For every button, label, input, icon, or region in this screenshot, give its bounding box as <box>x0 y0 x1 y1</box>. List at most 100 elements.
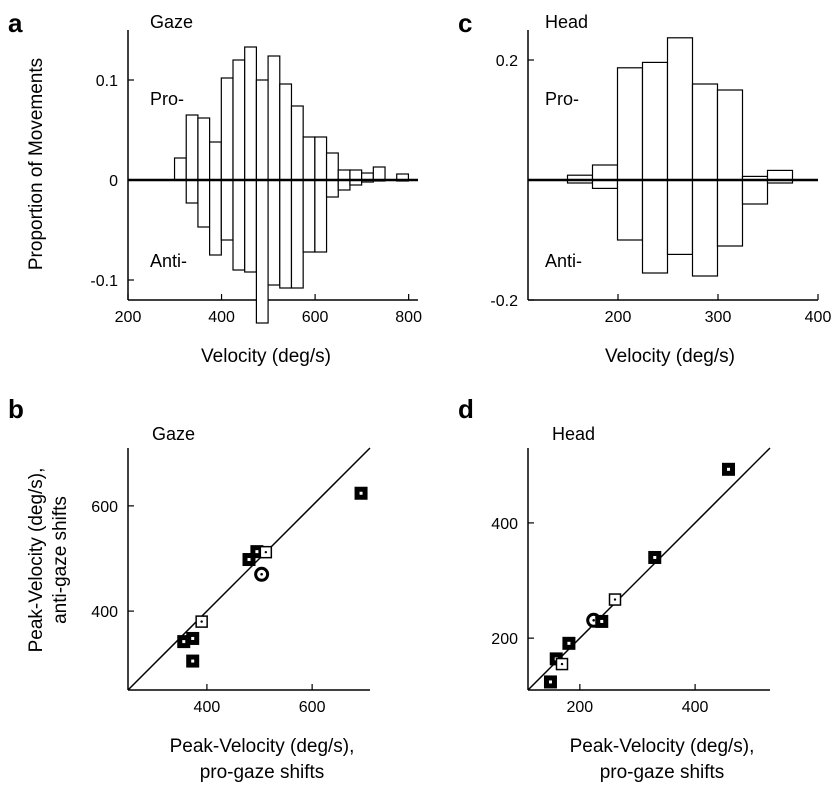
panel-b-title: Gaze <box>152 424 195 444</box>
b-point-8 <box>186 654 200 668</box>
ticks-b: 400 600 600 400 <box>91 499 325 716</box>
panel-c-title: Head <box>545 12 588 32</box>
c-bar-pro-6 <box>716 89 744 181</box>
b-point-2 <box>259 545 273 559</box>
panel-a-pro-label: Pro- <box>150 89 184 109</box>
b-xtick-label-1: 600 <box>299 699 326 716</box>
b-xtick-label-0: 400 <box>194 699 221 716</box>
c-bar-pro-5 <box>691 83 719 181</box>
a-bar-anti-3 <box>209 179 222 256</box>
a-ytick-label-1: 0 <box>109 173 118 190</box>
x-axis-label-b-line2: pro-gaze shifts <box>200 762 325 783</box>
a-bar-anti-7 <box>255 179 269 324</box>
c-bar-anti-3 <box>641 179 669 274</box>
ticks-c: 200 300 400 0.2 -0.2 <box>490 53 831 326</box>
a-bar-pro-0 <box>173 157 187 181</box>
c-bar-anti-1 <box>591 179 619 189</box>
a-ytick-label-2: -0.1 <box>90 273 118 290</box>
a-bar-pro-5 <box>232 59 246 181</box>
a-bar-pro-6 <box>244 46 257 181</box>
c-bar-anti-7 <box>741 179 769 205</box>
d-point-5 <box>562 636 576 650</box>
a-xtick-label-1: 400 <box>208 309 235 326</box>
a-bar-pro-7 <box>255 79 269 181</box>
ticks-d: 200 400 400 200 <box>491 516 708 716</box>
a-xtick-label-3: 800 <box>395 309 422 326</box>
y-axis-label-a: Proportion of Movements <box>26 58 47 270</box>
unity-line-b <box>127 447 371 691</box>
a-bar-pro-13 <box>325 152 339 181</box>
a-bar-anti-1 <box>185 179 199 204</box>
a-bar-pro-17 <box>372 166 386 181</box>
panel-letter-c: c <box>458 8 472 38</box>
a-bar-anti-6 <box>244 179 257 273</box>
c-xtick-label-2: 400 <box>805 309 832 326</box>
a-bar-pro-4 <box>220 77 234 181</box>
x-axis-label-b-line1: Peak-Velocity (deg/s), <box>170 736 355 757</box>
bars-c <box>566 37 794 277</box>
a-bar-pro-3 <box>209 141 222 181</box>
c-xtick-label-0: 200 <box>605 309 632 326</box>
c-bar-pro-8 <box>766 169 794 181</box>
a-bar-anti-13 <box>325 179 339 198</box>
a-bar-anti-4 <box>220 179 234 241</box>
a-bar-anti-9 <box>279 179 293 289</box>
unity-line-d <box>527 447 771 691</box>
a-bar-anti-11 <box>302 179 316 253</box>
a-bar-pro-10 <box>290 105 304 181</box>
b-point-7 <box>177 635 191 649</box>
panel-a-anti-label: Anti- <box>150 251 187 271</box>
d-point-1 <box>648 550 662 564</box>
x-axis-label-c: Velocity (deg/s) <box>605 346 735 367</box>
c-bar-anti-2 <box>616 179 644 241</box>
c-ytick-label-0: 0.2 <box>496 53 518 70</box>
c-bar-anti-5 <box>691 179 719 277</box>
d-ytick-label-0: 400 <box>491 516 518 533</box>
panel-a: 200 400 600 800 0.1 0 -0.1 Gaze Pro- Anti- Vel… <box>26 12 422 367</box>
b-point-5 <box>195 615 208 628</box>
panel-letter-a: a <box>8 8 23 38</box>
x-axis-label-d-line1: Peak-Velocity (deg/s), <box>570 736 755 757</box>
x-axis-label-a: Velocity (deg/s) <box>201 346 331 367</box>
panel-letter-b: b <box>8 394 24 424</box>
a-bar-pro-1 <box>185 114 199 181</box>
c-bar-pro-4 <box>666 37 694 181</box>
d-point-0 <box>722 462 736 476</box>
d-point-4 <box>595 614 609 628</box>
panel-b: 400 600 600 400 Gaze Peak-Velocity (deg/s),… <box>26 424 371 783</box>
d-xtick-label-0: 200 <box>567 699 594 716</box>
d-xtick-label-1: 400 <box>682 699 709 716</box>
points-b <box>177 486 368 668</box>
b-point-4 <box>254 566 270 582</box>
panel-c-anti-label: Anti- <box>545 251 582 271</box>
d-ytick-label-1: 200 <box>491 631 518 648</box>
panel-c: 200 300 400 0.2 -0.2 Head Pro- Anti- Velocit… <box>490 12 831 367</box>
a-bar-pro-11 <box>302 136 316 181</box>
c-ytick-label-1: -0.2 <box>490 293 518 310</box>
y-axis-label-b-line2: anti-gaze shifts <box>50 496 71 624</box>
panel-d: 200 400 400 200 Head Peak-Velocity (deg/s),… <box>491 424 771 783</box>
d-point-7 <box>555 657 569 671</box>
points-d <box>543 462 736 689</box>
a-bar-anti-12 <box>314 179 328 253</box>
a-bar-anti-5 <box>232 179 246 271</box>
a-xtick-label-2: 600 <box>302 309 329 326</box>
a-bar-anti-14 <box>337 179 351 191</box>
a-bar-pro-8 <box>267 55 281 181</box>
a-bar-anti-2 <box>197 179 211 228</box>
b-ytick-label-0: 600 <box>91 499 118 516</box>
a-bar-pro-15 <box>349 169 363 181</box>
a-ytick-label-0: 0.1 <box>96 73 118 90</box>
ticks-a: 200 400 600 800 0.1 0 -0.1 <box>90 73 422 326</box>
b-point-3 <box>242 553 256 567</box>
panel-c-pro-label: Pro- <box>545 89 579 109</box>
a-bar-pro-14 <box>337 169 351 181</box>
d-point-2 <box>608 593 622 606</box>
y-axis-label-b-line1: Peak-Velocity (deg/s), <box>26 468 47 653</box>
x-axis-label-d-line2: pro-gaze shifts <box>600 762 725 783</box>
d-point-8 <box>543 675 557 689</box>
b-point-0 <box>354 486 368 500</box>
c-bar-anti-6 <box>716 179 744 247</box>
b-ytick-label-1: 400 <box>91 604 118 621</box>
